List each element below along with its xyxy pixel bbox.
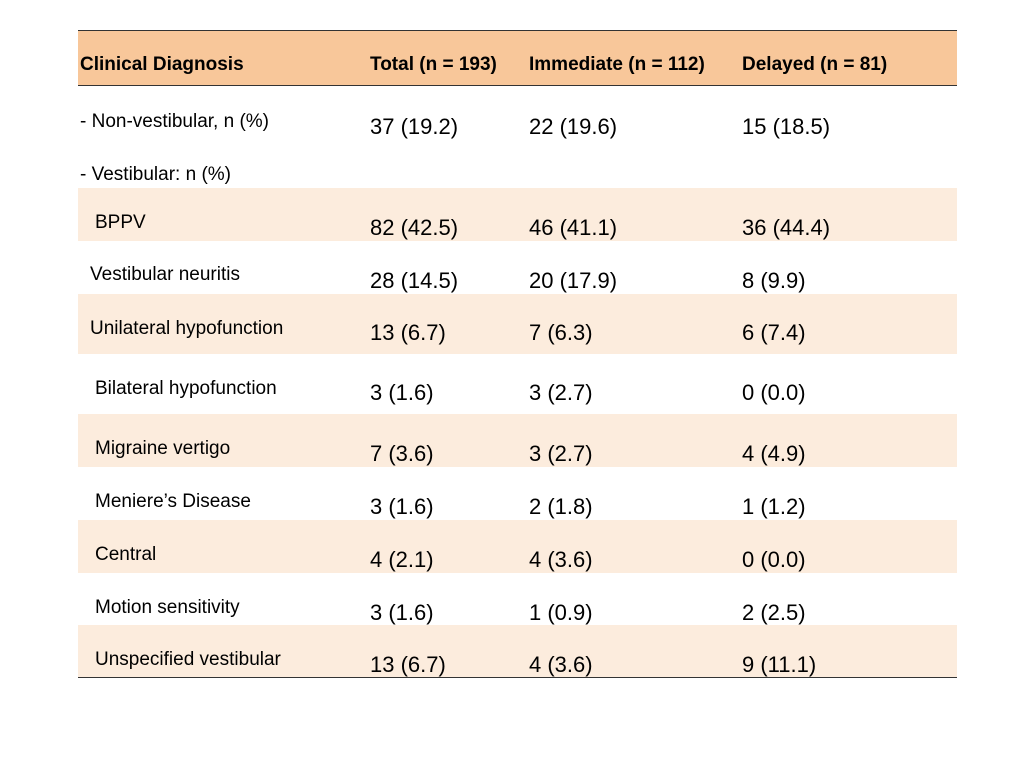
table-header: Clinical Diagnosis Total (n = 193) Immed… (78, 30, 957, 86)
cell-total: 37 (19.2) (370, 114, 459, 139)
cell-delayed: 0 (0.0) (742, 380, 806, 405)
row-label: - Non-vestibular, n (%) (80, 111, 270, 132)
cell-total: 3 (1.6) (370, 494, 434, 519)
cell-delayed: 6 (7.4) (742, 320, 806, 345)
table-row: Bilateral hypofunction 3 (1.6) 3 (2.7) 0… (78, 354, 957, 414)
cell-immediate: 1 (0.9) (529, 600, 593, 625)
header-clinical-diagnosis: Clinical Diagnosis (80, 54, 244, 75)
row-label: Bilateral hypofunction (95, 378, 277, 399)
cell-immediate: 4 (3.6) (529, 652, 593, 677)
table-row: Migraine vertigo 7 (3.6) 3 (2.7) 4 (4.9) (78, 414, 957, 467)
cell-total: 4 (2.1) (370, 547, 434, 572)
table-bottom-rule (78, 677, 957, 678)
row-label: Unilateral hypofunction (90, 318, 284, 339)
cell-immediate: 3 (2.7) (529, 441, 593, 466)
header-total: Total (n = 193) (370, 54, 497, 75)
table-row: Unilateral hypofunction 13 (6.7) 7 (6.3)… (78, 294, 957, 354)
cell-immediate: 3 (2.7) (529, 380, 593, 405)
table-row: - Non-vestibular, n (%) 37 (19.2) 22 (19… (78, 87, 957, 139)
header-delayed: Delayed (n = 81) (742, 54, 888, 75)
cell-immediate: 46 (41.1) (529, 215, 618, 240)
cell-total: 13 (6.7) (370, 652, 446, 677)
row-label: BPPV (95, 212, 146, 233)
row-label: Vestibular neuritis (90, 264, 240, 285)
cell-delayed: 36 (44.4) (742, 215, 831, 240)
cell-delayed: 15 (18.5) (742, 114, 831, 139)
row-label: Central (95, 544, 157, 565)
cell-total: 28 (14.5) (370, 268, 459, 293)
row-label: Motion sensitivity (95, 597, 240, 618)
cell-delayed: 8 (9.9) (742, 268, 806, 293)
cell-immediate: 7 (6.3) (529, 320, 593, 345)
cell-total: 82 (42.5) (370, 215, 459, 240)
cell-delayed: 4 (4.9) (742, 441, 806, 466)
cell-total: 13 (6.7) (370, 320, 446, 345)
table-row: BPPV 82 (42.5) 46 (41.1) 36 (44.4) (78, 188, 957, 241)
cell-immediate: 2 (1.8) (529, 494, 593, 519)
table-row: Vestibular neuritis 28 (14.5) 20 (17.9) … (78, 241, 957, 294)
cell-delayed: 2 (2.5) (742, 600, 806, 625)
row-label: Meniere’s Disease (95, 491, 251, 512)
cell-delayed: 1 (1.2) (742, 494, 806, 519)
cell-immediate: 20 (17.9) (529, 268, 618, 293)
header-immediate: Immediate (n = 112) (529, 54, 705, 75)
cell-total: 7 (3.6) (370, 441, 434, 466)
cell-immediate: 4 (3.6) (529, 547, 593, 572)
table-row: Meniere’s Disease 3 (1.6) 2 (1.8) 1 (1.2… (78, 467, 957, 520)
row-label: Migraine vertigo (95, 438, 231, 459)
cell-delayed: 9 (11.1) (742, 652, 817, 677)
table-row: Central 4 (2.1) 4 (3.6) 0 (0.0) (78, 520, 957, 573)
table-row: Motion sensitivity 3 (1.6) 1 (0.9) 2 (2.… (78, 573, 957, 625)
table-row: - Vestibular: n (%) (78, 139, 957, 188)
row-label: - Vestibular: n (%) (80, 164, 231, 185)
cell-total: 3 (1.6) (370, 380, 434, 405)
cell-delayed: 0 (0.0) (742, 547, 806, 572)
cell-total: 3 (1.6) (370, 600, 434, 625)
cell-immediate: 22 (19.6) (529, 114, 618, 139)
row-label: Unspecified vestibular (95, 649, 281, 670)
table-row: Unspecified vestibular 13 (6.7) 4 (3.6) … (78, 625, 957, 677)
